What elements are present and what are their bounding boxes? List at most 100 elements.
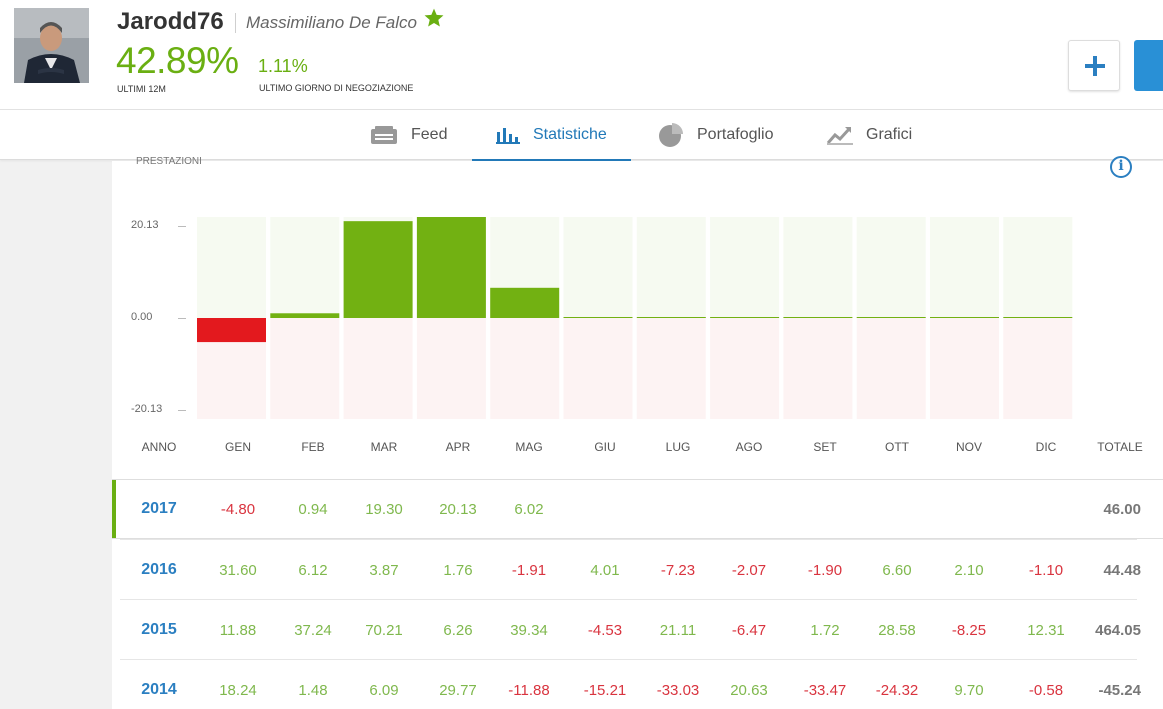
bar-bg-negative bbox=[563, 318, 633, 419]
column-header: AGO bbox=[735, 440, 763, 454]
tab-portafoglio[interactable]: Portafoglio bbox=[658, 110, 774, 160]
table-row-current[interactable] bbox=[112, 479, 1163, 539]
plus-icon bbox=[1085, 56, 1105, 76]
month-value: 2.10 bbox=[954, 562, 984, 579]
month-value: 6.60 bbox=[882, 562, 912, 579]
tab-grafici[interactable]: Grafici bbox=[827, 110, 912, 160]
bar-set[interactable] bbox=[783, 317, 853, 318]
gain-last-day-caption: ULTIMO GIORNO DI NEGOZIAZIONE bbox=[259, 83, 414, 93]
gain-12m-value: 42.89% bbox=[116, 40, 239, 81]
y-tick-label: -20.13 bbox=[131, 403, 163, 415]
total-value: 464.05 bbox=[1095, 622, 1141, 639]
bar-bg-negative bbox=[856, 318, 926, 419]
bar-chart-icon bbox=[496, 126, 520, 144]
month-value: 18.24 bbox=[219, 682, 257, 699]
column-header: FEB bbox=[301, 440, 325, 454]
month-value: -15.21 bbox=[583, 682, 627, 699]
column-header: NOV bbox=[955, 440, 982, 454]
bar-bg-positive bbox=[856, 217, 926, 318]
total-value: -45.24 bbox=[1098, 682, 1141, 699]
gain-12m-caption: ULTIMI 12M bbox=[117, 84, 166, 94]
gain-last-day-value: 1.11% bbox=[258, 56, 308, 76]
bar-lug[interactable] bbox=[636, 317, 706, 318]
bar-ago[interactable] bbox=[710, 317, 780, 318]
bar-bg-positive bbox=[783, 217, 853, 318]
column-header: MAR bbox=[370, 440, 398, 454]
month-value: 29.77 bbox=[439, 682, 477, 699]
month-value: -2.07 bbox=[731, 562, 767, 579]
y-tick-mark bbox=[178, 226, 186, 227]
pie-chart-icon bbox=[658, 123, 684, 147]
bar-nov[interactable] bbox=[930, 317, 999, 318]
total-value: 46.00 bbox=[1103, 501, 1141, 518]
tab-feed[interactable]: Feed bbox=[370, 110, 447, 160]
column-header: GEN bbox=[224, 440, 251, 454]
bar-bg-negative bbox=[416, 318, 486, 419]
bar-dic[interactable] bbox=[1003, 317, 1073, 318]
bar-bg-positive bbox=[270, 217, 340, 318]
column-header: SET bbox=[813, 440, 837, 454]
bar-bg-negative bbox=[930, 318, 999, 419]
bar-gen[interactable] bbox=[197, 318, 266, 343]
month-value: 19.30 bbox=[365, 501, 403, 518]
month-value: 1.72 bbox=[810, 622, 840, 639]
add-button[interactable] bbox=[1068, 40, 1120, 91]
month-value: -11.88 bbox=[508, 682, 550, 699]
year-link[interactable]: 2017 bbox=[141, 500, 177, 517]
month-value: -1.90 bbox=[807, 562, 843, 579]
bar-bg-negative bbox=[343, 318, 413, 419]
bar-bg-negative bbox=[710, 318, 780, 419]
bar-mar[interactable] bbox=[343, 221, 413, 318]
divider bbox=[235, 13, 236, 33]
bar-giu[interactable] bbox=[563, 317, 633, 318]
column-header: TOTALE bbox=[1097, 440, 1143, 454]
tab-label: Statistiche bbox=[533, 126, 607, 143]
month-value: 21.11 bbox=[659, 622, 697, 639]
month-value: 6.12 bbox=[298, 562, 328, 579]
bar-mag[interactable] bbox=[490, 287, 560, 318]
y-tick-mark bbox=[178, 318, 186, 319]
row-divider bbox=[120, 659, 1137, 660]
avatar[interactable] bbox=[14, 8, 89, 83]
column-header: DIC bbox=[1035, 440, 1057, 454]
month-value: 1.48 bbox=[298, 682, 328, 699]
month-value: 12.31 bbox=[1027, 622, 1065, 639]
month-value: 31.60 bbox=[219, 562, 257, 579]
username: Jarodd76 bbox=[117, 8, 224, 35]
bar-bg-positive bbox=[563, 217, 633, 318]
column-header: LUG bbox=[665, 440, 691, 454]
bar-bg-positive bbox=[1003, 217, 1073, 318]
column-header: OTT bbox=[885, 440, 909, 454]
month-value: -7.23 bbox=[660, 562, 696, 579]
month-value: 3.87 bbox=[369, 562, 399, 579]
month-value: 37.24 bbox=[294, 622, 332, 639]
bar-apr[interactable] bbox=[416, 217, 486, 318]
month-value: -4.80 bbox=[220, 501, 256, 518]
month-value: 6.02 bbox=[514, 501, 544, 518]
bar-ott[interactable] bbox=[856, 317, 926, 318]
profile-header: Jarodd76 Massimiliano De Falco 42.89% 1.… bbox=[0, 0, 1163, 110]
bar-feb[interactable] bbox=[270, 313, 340, 318]
column-header: MAG bbox=[515, 440, 543, 454]
year-link[interactable]: 2016 bbox=[141, 561, 177, 578]
y-tick-mark bbox=[178, 410, 186, 411]
bar-bg-negative bbox=[1003, 318, 1073, 419]
month-value: 6.26 bbox=[443, 622, 473, 639]
year-link[interactable]: 2014 bbox=[141, 681, 177, 698]
bar-bg-positive bbox=[197, 217, 266, 318]
month-value: 6.09 bbox=[369, 682, 399, 699]
month-value: -33.03 bbox=[656, 682, 700, 699]
bar-bg-positive bbox=[636, 217, 706, 318]
copy-button[interactable] bbox=[1134, 40, 1163, 91]
year-link[interactable]: 2015 bbox=[141, 621, 177, 638]
section-label: PRESTAZIONI bbox=[136, 156, 202, 167]
tab-label: Feed bbox=[411, 126, 448, 143]
month-value: 20.63 bbox=[730, 682, 768, 699]
tab-statistiche[interactable]: Statistiche bbox=[472, 110, 631, 161]
info-icon[interactable]: i bbox=[1110, 156, 1132, 178]
bar-bg-positive bbox=[930, 217, 999, 318]
bar-bg-positive bbox=[710, 217, 780, 318]
month-value: 70.21 bbox=[365, 622, 403, 639]
month-value: -8.25 bbox=[951, 622, 987, 639]
tab-label: Grafici bbox=[866, 126, 913, 143]
